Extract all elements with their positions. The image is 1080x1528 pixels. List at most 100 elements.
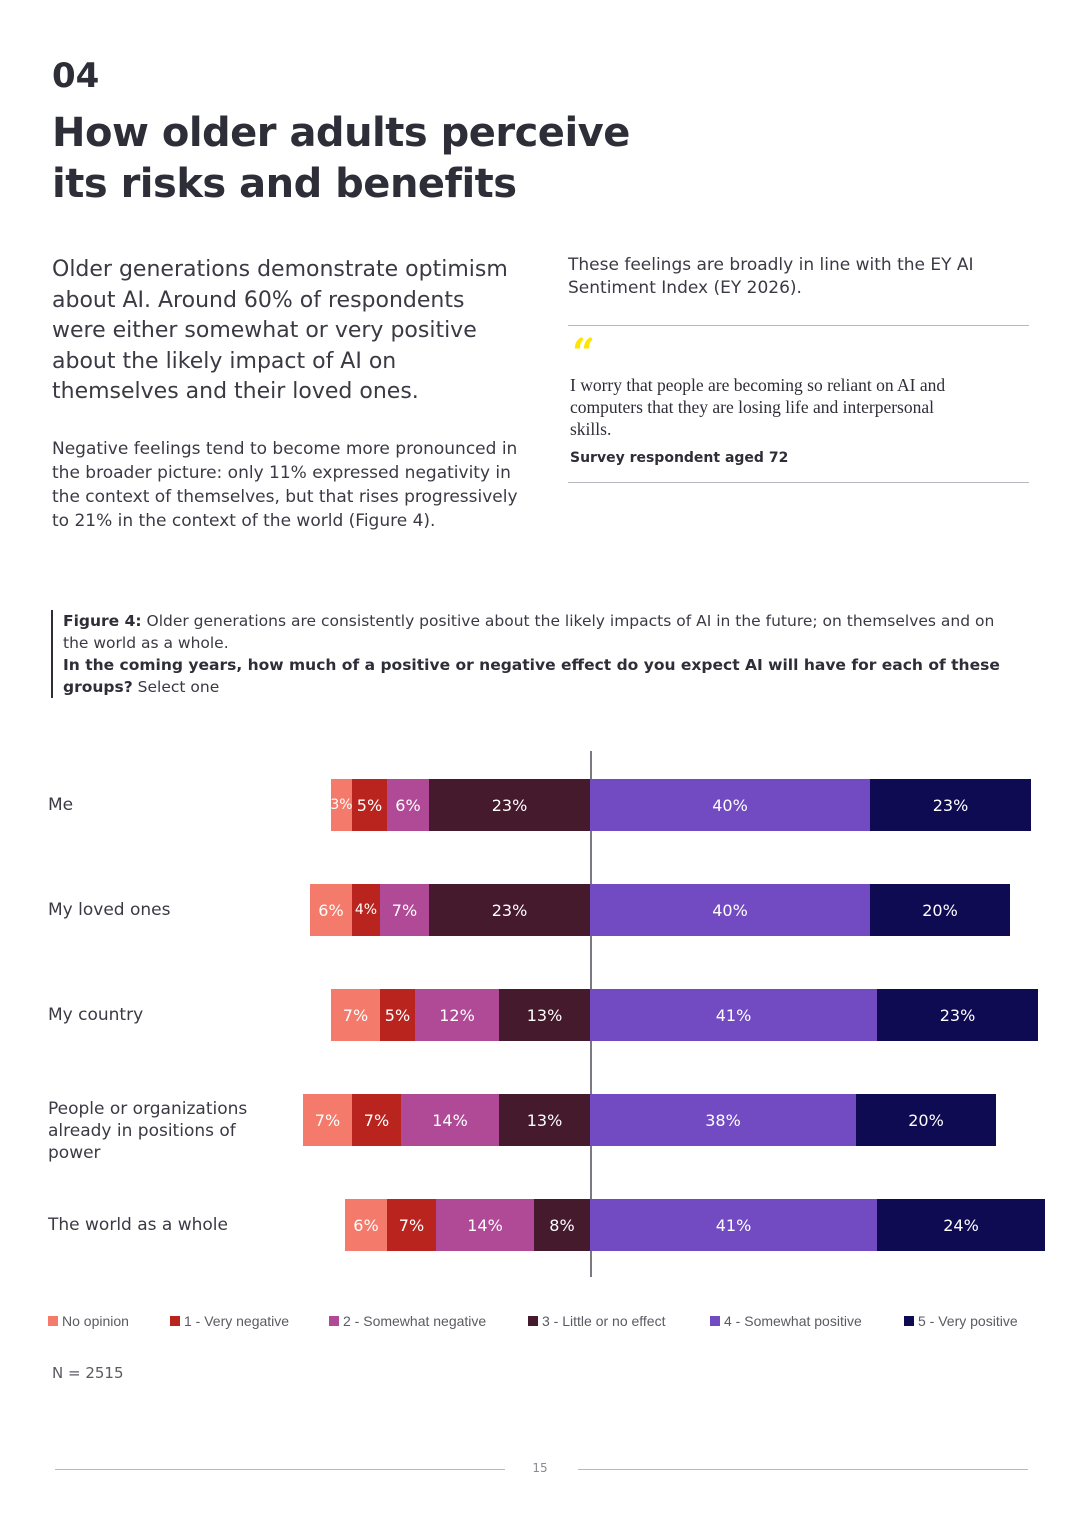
bar-value-label: 7% [363, 1110, 390, 1130]
bar-value-label: 24% [943, 1215, 979, 1235]
legend-swatch [48, 1316, 58, 1326]
bar-value-label: 23% [932, 795, 969, 815]
bar-segment: 7% [380, 884, 429, 936]
bar-segment: 14% [401, 1094, 499, 1146]
bar-value-label: 13% [526, 1110, 563, 1130]
bar-segment: 7% [331, 989, 380, 1041]
bar-value-label: 4% [354, 902, 378, 918]
bar-segment: 38% [590, 1094, 856, 1146]
bar-value-label: 7% [391, 900, 418, 920]
bar-segment: 20% [870, 884, 1010, 936]
footer-rule-left [55, 1469, 505, 1470]
legend-label: 3 - Little or no effect [542, 1313, 666, 1329]
bar-value-label: 5% [384, 1005, 411, 1025]
bar-value-label: 3% [330, 797, 353, 813]
bar-value-label: 14% [467, 1215, 503, 1235]
bar-value-label: 6% [395, 795, 421, 815]
figure-caption-text: Older generations are consistently posit… [63, 612, 995, 652]
bar-segment: 8% [534, 1199, 590, 1251]
sample-size-note: N = 2515 [52, 1364, 124, 1382]
bar-segment: 23% [429, 779, 590, 831]
figure-question-suffix: Select one [132, 678, 220, 696]
diverging-bar-chart: Me 23% 6% 5% 3% 40% 23% My loved ones 23% 7% 4% 6% 4… [0, 740, 1080, 1300]
row-label: Me [48, 795, 74, 815]
figure-caption: Figure 4: Older generations are consiste… [51, 610, 1021, 698]
bar-value-label: 38% [705, 1110, 741, 1130]
bar-value-label: 12% [439, 1005, 475, 1025]
bar-value-label: 23% [491, 900, 528, 920]
bar-segment: 6% [310, 884, 352, 936]
quote-text: I worry that people are becoming so reli… [570, 375, 946, 439]
lead-paragraph: Older generations demonstrate optimism a… [52, 257, 508, 404]
bar-value-label: 14% [432, 1110, 468, 1130]
bar-segment: 7% [303, 1094, 352, 1146]
bar-segment: 7% [352, 1094, 401, 1146]
bar-value-label: 6% [318, 900, 344, 920]
bar-segment: 6% [345, 1199, 387, 1251]
row-label: People or organizations already in posit… [48, 1099, 248, 1163]
bar-segment: 23% [429, 884, 590, 936]
bar-value-label: 7% [314, 1110, 341, 1130]
bar-value-label: 23% [491, 795, 528, 815]
bar-segment: 40% [590, 779, 870, 831]
legend-swatch [528, 1316, 538, 1326]
bar-value-label: 40% [712, 795, 748, 815]
bar-segment: 4% [352, 884, 380, 936]
legend-label: 2 - Somewhat negative [343, 1313, 487, 1329]
bar-segment: 41% [590, 989, 877, 1041]
bar-segment: 13% [499, 1094, 590, 1146]
quote-attribution: Survey respondent aged 72 [570, 450, 789, 466]
bar-segment: 12% [415, 989, 499, 1041]
legend-item: 3 - Little or no effect [528, 1313, 665, 1329]
figure-label: Figure 4: [63, 612, 142, 630]
legend-swatch [329, 1316, 339, 1326]
bar-value-label: 13% [526, 1005, 563, 1025]
row-label: The world as a whole [48, 1215, 228, 1235]
legend-label: 1 - Very negative [184, 1313, 290, 1329]
bar-segment: 5% [380, 989, 415, 1041]
legend-label: 5 - Very positive [918, 1313, 1018, 1329]
bar-segment: 24% [877, 1199, 1045, 1251]
chart-legend: No opinion 1 - Very negative 2 - Somewhat … [48, 1313, 1048, 1333]
bar-value-label: 20% [922, 900, 958, 920]
bar-value-label: 5% [356, 795, 383, 815]
bar-segment: 41% [590, 1199, 877, 1251]
bar-value-label: 41% [715, 1005, 752, 1025]
legend-swatch [904, 1316, 914, 1326]
bar-value-label: 41% [715, 1215, 752, 1235]
bar-segment: 3% [330, 779, 353, 831]
legend-label: No opinion [62, 1313, 129, 1329]
legend-item: 2 - Somewhat negative [329, 1313, 486, 1329]
bar-value-label: 7% [342, 1005, 369, 1025]
row-label: My country [48, 1005, 144, 1025]
page-title: How older adults perceive its risks and … [52, 110, 630, 207]
section-number: 04 [52, 56, 100, 96]
bar-value-label: 7% [398, 1215, 425, 1235]
page-number: 15 [532, 1461, 548, 1475]
row-label: My loved ones [48, 900, 171, 920]
bar-value-label: 8% [549, 1215, 575, 1235]
bar-value-label: 23% [939, 1005, 976, 1025]
legend-swatch [170, 1316, 180, 1326]
body-paragraph: Negative feelings tend to become more pr… [52, 439, 518, 531]
right-intro-paragraph: These feelings are broadly in line with … [568, 255, 974, 298]
bar-segment: 23% [877, 989, 1038, 1041]
bar-segment: 7% [387, 1199, 436, 1251]
bar-value-label: 6% [353, 1215, 379, 1235]
bar-value-label: 40% [712, 900, 748, 920]
legend-item: 5 - Very positive [904, 1313, 1018, 1329]
legend-item: 4 - Somewhat positive [710, 1313, 862, 1329]
bar-segment: 14% [436, 1199, 534, 1251]
legend-item: 1 - Very negative [170, 1313, 289, 1329]
bar-segment: 20% [856, 1094, 996, 1146]
pull-quote: “ I worry that people are becoming so re… [568, 325, 1029, 483]
bar-segment: 23% [870, 779, 1031, 831]
figure-question: In the coming years, how much of a posit… [63, 656, 1000, 696]
quote-mark-icon: “ [572, 330, 596, 377]
bar-segment: 13% [499, 989, 590, 1041]
legend-swatch [710, 1316, 720, 1326]
bar-segment: 6% [387, 779, 429, 831]
bar-value-label: 20% [908, 1110, 944, 1130]
footer-rule-right [578, 1469, 1028, 1470]
legend-item: No opinion [48, 1313, 129, 1329]
